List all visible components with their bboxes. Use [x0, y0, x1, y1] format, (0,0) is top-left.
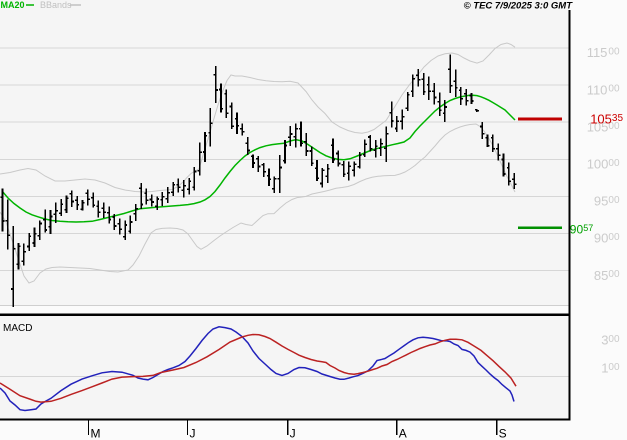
svg-text:BBands: BBands [40, 0, 72, 10]
svg-text:J: J [190, 427, 196, 440]
svg-text:105: 105 [590, 112, 612, 127]
svg-text:1: 1 [601, 360, 608, 375]
svg-text:00: 00 [608, 47, 620, 58]
svg-text:105: 105 [587, 119, 609, 134]
svg-text:A: A [399, 427, 407, 440]
svg-text:00: 00 [608, 334, 620, 345]
svg-text:MACD: MACD [3, 323, 32, 334]
svg-text:90: 90 [570, 222, 584, 236]
svg-text:115: 115 [587, 45, 608, 60]
svg-text:© TEC 7/9/2025 3:0 GMT: © TEC 7/9/2025 3:0 GMT [464, 1, 574, 12]
svg-text:100: 100 [587, 157, 609, 172]
svg-text:00: 00 [608, 158, 620, 169]
svg-text:J: J [290, 427, 296, 440]
svg-text:3: 3 [601, 333, 608, 348]
svg-text:57: 57 [583, 223, 593, 233]
svg-text:00: 00 [608, 84, 620, 95]
svg-text:M: M [91, 427, 101, 440]
svg-text:110: 110 [587, 82, 608, 97]
svg-text:95: 95 [594, 194, 608, 209]
svg-text:00: 00 [608, 121, 620, 132]
svg-text:35: 35 [612, 113, 624, 124]
svg-text:90: 90 [594, 231, 608, 246]
svg-text:00: 00 [608, 195, 620, 206]
svg-text:S: S [499, 427, 507, 440]
svg-text:00: 00 [608, 269, 620, 280]
svg-text:00: 00 [608, 362, 620, 373]
svg-text:MA20: MA20 [1, 0, 25, 10]
svg-text:00: 00 [608, 232, 620, 243]
svg-text:85: 85 [594, 268, 608, 283]
